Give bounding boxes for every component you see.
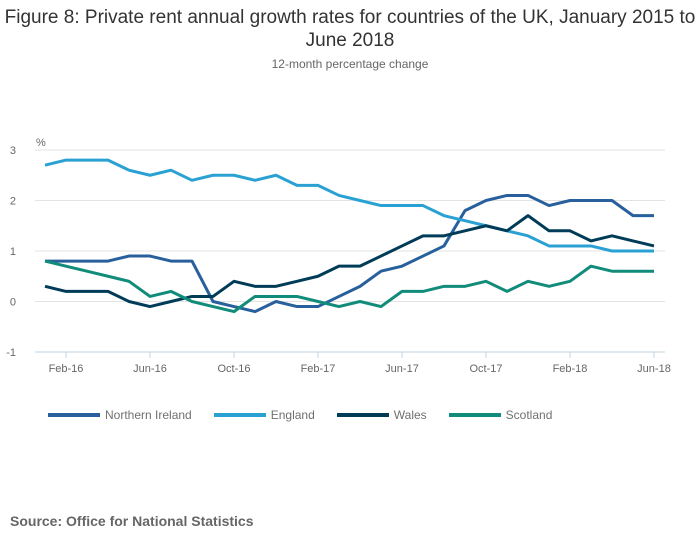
series-line-northern-ireland [45, 193, 654, 314]
x-tick-label: Jun-17 [385, 363, 419, 375]
y-axis-unit-label: % [36, 137, 46, 149]
legend-label: England [270, 408, 315, 422]
chart-legend: Northern Ireland England Wales Scotland [48, 408, 574, 422]
y-tick-label: 2 [10, 196, 16, 208]
series-line-wales [44, 214, 655, 309]
x-axis: Feb-16 Jun-16 Oct-16 Feb-17 Jun-17 Oct-17 Feb-… [49, 352, 671, 375]
series-line-england [44, 158, 654, 253]
x-tick-label: Feb-17 [301, 363, 336, 375]
legend-label: Wales [393, 408, 427, 422]
y-axis: 3 2 1 0 -1 [6, 145, 16, 359]
x-tick-label: Feb-18 [553, 363, 588, 375]
line-chart: 3 2 1 0 -1 % Feb-16 Jun-16 Oct-16 Feb-17 Jun-17 O… [6, 137, 671, 375]
legend-item-scotland[interactable]: Scotland [448, 408, 553, 422]
y-tick-label: 3 [10, 145, 16, 157]
x-tick-label: Oct-17 [469, 363, 502, 375]
y-tick-label: 1 [10, 246, 16, 258]
legend-label: Northern Ireland [105, 408, 192, 422]
legend-swatch [448, 413, 501, 417]
legend-item-england[interactable]: England [213, 408, 315, 422]
series-lines [44, 158, 655, 314]
x-tick-label: Oct-16 [217, 363, 250, 375]
y-tick-label: 0 [10, 297, 16, 309]
chart-subtitle: 12-month percentage change [271, 57, 429, 71]
legend-item-wales[interactable]: Wales [336, 408, 427, 422]
series-line-scotland [44, 259, 654, 314]
legend-label: Scotland [505, 408, 553, 422]
x-tick-label: Jun-18 [637, 363, 671, 375]
gridlines [35, 149, 665, 353]
x-tick-label: Feb-16 [49, 363, 84, 375]
y-tick-label: -1 [6, 347, 16, 359]
legend-swatch [213, 413, 266, 417]
legend-item-northern-ireland[interactable]: Northern Ireland [48, 408, 192, 422]
legend-swatch [48, 413, 100, 417]
legend-swatch [336, 413, 389, 417]
source-note: Source: Office for National Statistics [10, 513, 254, 529]
chart-title: Figure 8: Private rent annual growth rat… [4, 7, 696, 51]
x-tick-label: Jun-16 [133, 363, 167, 375]
